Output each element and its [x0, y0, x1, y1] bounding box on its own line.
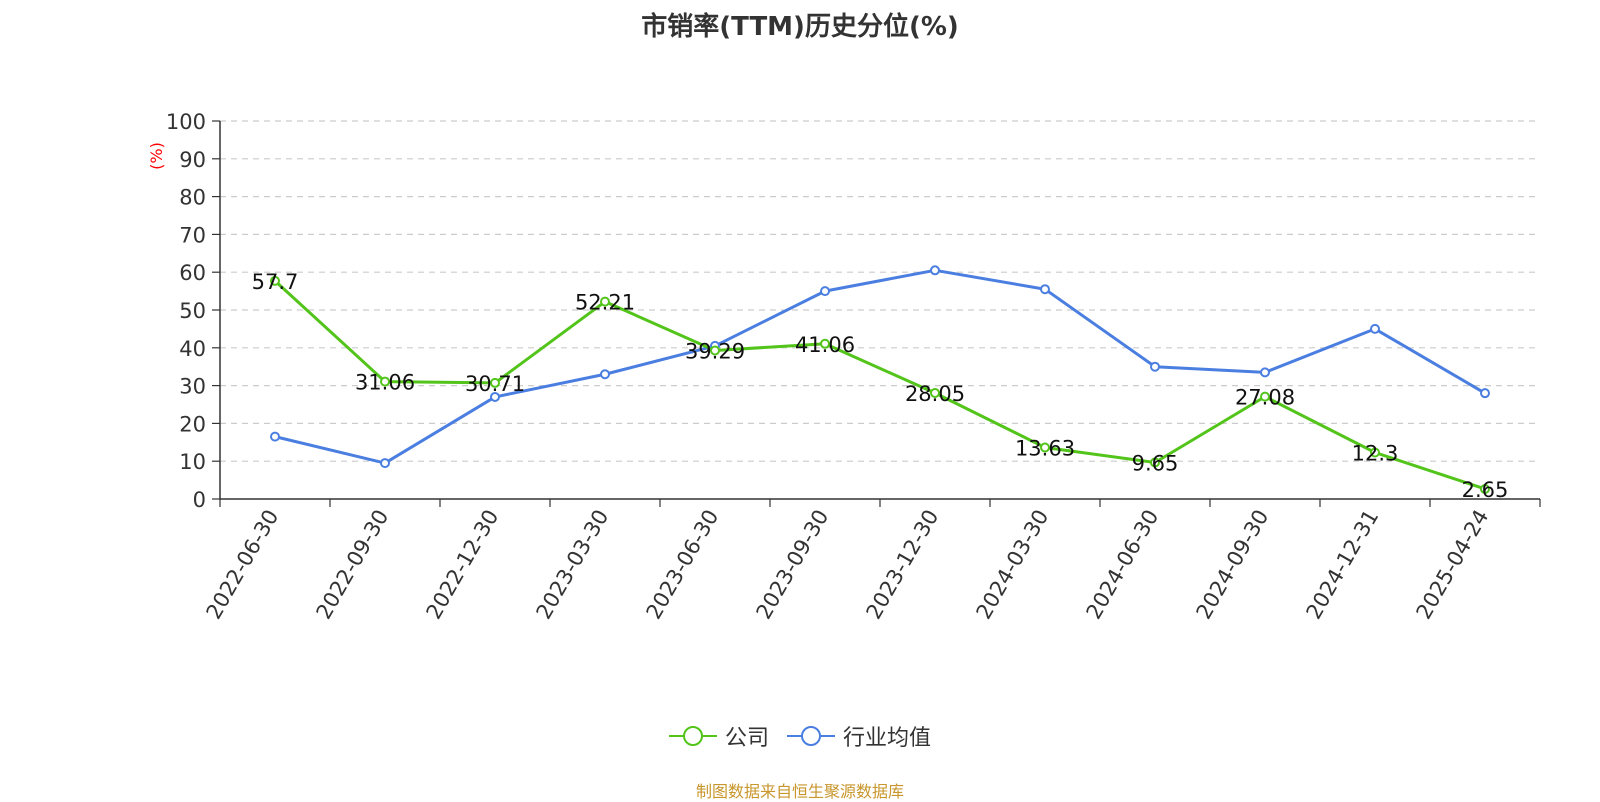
data-label-company-9: 27.08 — [1235, 386, 1295, 410]
data-point-industry-11 — [1480, 388, 1490, 399]
legend-item-company[interactable]: 公司 — [668, 720, 769, 752]
x-tick-label-0: 2022-06-30 — [202, 506, 284, 624]
data-point-company-11 — [1480, 483, 1490, 494]
data-label-company-6: 28.05 — [905, 382, 965, 406]
y-tick-label-90: 90 — [179, 148, 206, 172]
y-tick-label-0: 0 — [193, 488, 206, 512]
data-point-industry-7 — [1040, 284, 1050, 295]
x-tick-label-5: 2023-09-30 — [752, 506, 834, 624]
data-point-company-10 — [1370, 447, 1380, 458]
data-label-company-11: 2.65 — [1462, 478, 1509, 502]
x-tick-label-1: 2022-09-30 — [312, 506, 394, 624]
data-label-company-8: 9.65 — [1132, 452, 1179, 476]
x-tick-label-6: 2023-12-30 — [862, 506, 944, 624]
x-tick-label-3: 2023-03-30 — [532, 506, 614, 624]
y-tick-label-20: 20 — [179, 412, 206, 436]
legend: 公司 行业均值 — [0, 720, 1600, 752]
x-tick-label-11: 2025-04-24 — [1412, 506, 1494, 624]
data-point-industry-6 — [930, 265, 940, 276]
x-tick-label-9: 2024-09-30 — [1192, 506, 1274, 624]
data-point-industry-3 — [600, 369, 610, 380]
data-label-company-0: 57.7 — [252, 270, 299, 294]
data-label-company-4: 39.29 — [685, 339, 745, 363]
data-point-industry-8 — [1150, 361, 1160, 372]
x-tick-label-7: 2024-03-30 — [972, 506, 1054, 624]
data-point-company-0 — [270, 275, 280, 286]
legend-item-industry[interactable]: 行业均值 — [787, 720, 931, 752]
x-tick-label-2: 2022-12-30 — [422, 506, 504, 624]
data-point-company-2 — [490, 377, 500, 388]
series-line-industry — [274, 268, 1486, 465]
data-label-company-2: 30.71 — [465, 372, 525, 396]
data-point-company-9 — [1260, 391, 1270, 402]
data-label-company-1: 31.06 — [355, 371, 415, 395]
data-point-industry-5 — [820, 286, 830, 297]
y-tick-label-80: 80 — [179, 186, 206, 210]
y-tick-label-70: 70 — [179, 223, 206, 247]
y-tick-label-100: 100 — [166, 110, 206, 134]
data-point-industry-9 — [1260, 367, 1270, 378]
data-point-company-7 — [1040, 442, 1050, 453]
x-tick-label-10: 2024-12-31 — [1302, 506, 1384, 624]
data-point-company-5 — [820, 338, 830, 349]
data-point-company-4 — [710, 345, 720, 356]
legend-label-industry: 行业均值 — [843, 726, 932, 751]
source-note: 制图数据来自恒生聚源数据库 — [695, 782, 904, 801]
data-point-industry-10 — [1370, 323, 1380, 334]
y-axis-unit-label: (%) — [147, 142, 166, 170]
data-point-company-6 — [930, 387, 940, 398]
x-tick-label-4: 2023-06-30 — [642, 506, 724, 624]
y-tick-label-60: 60 — [179, 261, 206, 285]
legend-company-line-icon — [668, 726, 717, 746]
data-point-industry-2 — [490, 391, 500, 402]
data-label-company-10: 12.3 — [1352, 442, 1399, 466]
data-point-company-1 — [380, 376, 390, 387]
data-point-industry-0 — [270, 431, 280, 442]
y-tick-label-40: 40 — [179, 337, 206, 361]
series-line-company — [273, 279, 1486, 491]
data-label-company-5: 41.06 — [795, 333, 855, 357]
x-tick-label-8: 2024-06-30 — [1082, 506, 1164, 624]
chart-title: 市销率(TTM)历史分位(%) — [641, 12, 959, 42]
data-point-company-8 — [1150, 457, 1160, 468]
data-label-company-7: 13.63 — [1015, 436, 1075, 460]
y-tick-label-50: 50 — [179, 299, 206, 323]
y-tick-label-10: 10 — [179, 450, 206, 474]
data-label-company-3: 52.21 — [575, 291, 635, 315]
legend-industry-line-icon — [787, 726, 835, 746]
data-point-company-3 — [600, 296, 610, 307]
legend-label-company: 公司 — [724, 726, 769, 751]
data-point-industry-1 — [380, 458, 390, 469]
y-tick-label-30: 30 — [179, 375, 206, 399]
